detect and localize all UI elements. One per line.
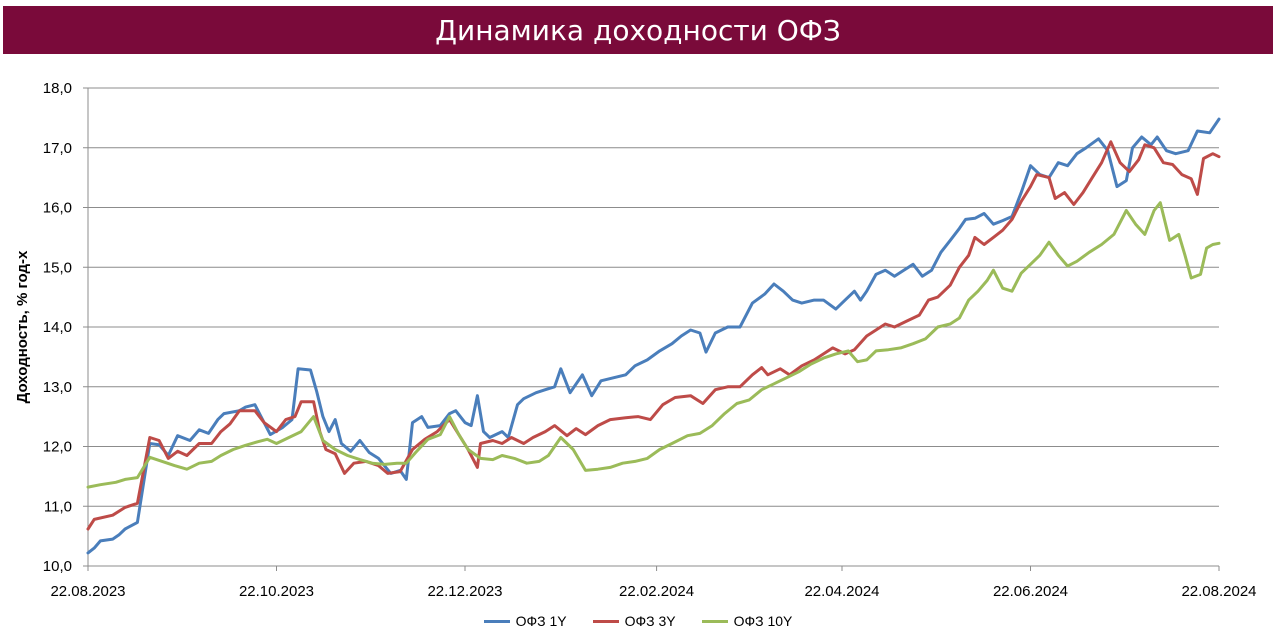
legend-item-3: ОФЗ 10Y (701, 613, 793, 629)
series-line-3 (86, 201, 1221, 489)
x-tick-label: 22.08.2024 (1181, 583, 1256, 600)
axes (83, 87, 1220, 571)
x-tick-label: 22.06.2024 (993, 583, 1068, 600)
y-tick-label: 12,0 (43, 439, 72, 456)
y-tick-label: 15,0 (43, 259, 72, 276)
gridlines (88, 87, 1219, 507)
legend-swatch (701, 619, 728, 623)
chart-legend: ОФЗ 1Y ОФЗ 3Y ОФЗ 10Y (0, 613, 1276, 629)
y-tick-label: 16,0 (43, 200, 72, 217)
y-tick-label: 18,0 (43, 80, 72, 97)
legend-item-1: ОФЗ 1Y (483, 613, 567, 629)
legend-item-2: ОФЗ 3Y (592, 613, 676, 629)
chart-title: Динамика доходности ОФЗ (435, 13, 841, 47)
legend-swatch (592, 619, 619, 623)
y-tick-label: 14,0 (43, 319, 72, 336)
legend-label: ОФЗ 10Y (733, 613, 793, 629)
x-tick-label: 22.10.2023 (239, 583, 314, 600)
tick-labels: 10,0 11,0 12,0 13,0 14,0 15,0 16,0 17,0 18,0 22.0… (43, 80, 1257, 600)
series-line-2 (86, 140, 1221, 531)
y-tick-label: 13,0 (43, 379, 72, 396)
y-tick-label: 10,0 (43, 558, 72, 575)
y-tick-label: 17,0 (43, 140, 72, 157)
x-tick-label: 22.02.2024 (619, 583, 694, 600)
series-lines (86, 117, 1221, 555)
x-tick-label: 22.12.2023 (427, 583, 502, 600)
y-axis-title: Доходность, % год-х (14, 250, 31, 403)
legend-label: ОФЗ 1Y (515, 613, 567, 629)
chart-title-bar: Динамика доходности ОФЗ (3, 6, 1273, 54)
series-line-1 (86, 117, 1221, 555)
y-tick-label: 11,0 (44, 498, 72, 515)
legend-swatch (483, 619, 510, 623)
x-tick-label: 22.08.2023 (50, 583, 125, 600)
legend-label: ОФЗ 3Y (624, 613, 676, 629)
x-tick-label: 22.04.2024 (804, 583, 879, 600)
